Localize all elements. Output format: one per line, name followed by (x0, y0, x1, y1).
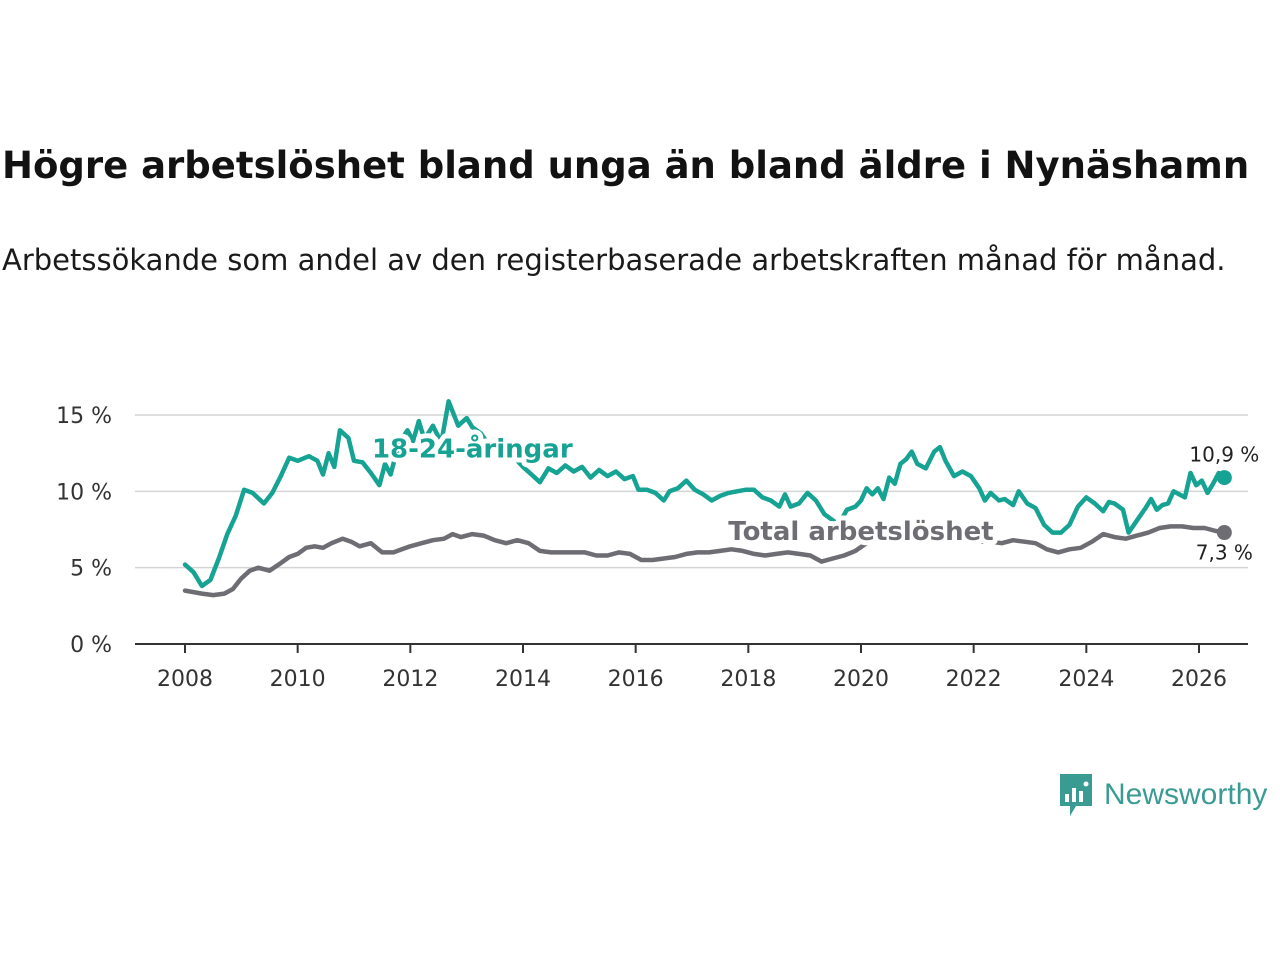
series-line-youth (182, 399, 1227, 589)
chart-subtitle: Arbetssökande som andel av den registerb… (2, 243, 1226, 277)
x-tick-label: 2014 (495, 667, 551, 692)
newsworthy-logo-icon (1060, 774, 1092, 816)
x-tick-label: 2024 (1058, 667, 1114, 692)
series-label-halo: Total arbetslöshet (728, 517, 993, 547)
chart-title: Högre arbetslöshet bland unga än bland ä… (2, 144, 1250, 187)
series-labels: 10,9 %7,3 %18-24-åringar18-24-åringarTot… (367, 428, 1259, 565)
series-label-halo: 18-24-åringar (372, 433, 573, 465)
series-line-total (182, 522, 1227, 598)
brand-logo: Newsworthy (1058, 772, 1267, 818)
x-tick-label: 2010 (270, 667, 326, 692)
axes: 0 % 5 % 10 % 15 % 2008 2010 2012 2014 2016 2018 20… (56, 404, 1248, 692)
brand-name: Newsworthy (1104, 778, 1268, 811)
series-label: 18-24-åringar (372, 433, 573, 465)
x-tick-label: 2020 (833, 667, 889, 692)
x-tick-label: 2008 (157, 667, 213, 692)
end-value-label: 10,9 % (1189, 443, 1259, 467)
x-tick-label: 2018 (720, 667, 776, 692)
x-tick-label: 2022 (946, 667, 1002, 692)
y-tick-label: 15 % (56, 404, 112, 429)
y-tick-label: 10 % (56, 480, 112, 505)
series-lines (182, 399, 1232, 598)
x-tick-label: 2026 (1171, 667, 1227, 692)
gridlines (135, 414, 1248, 569)
end-value-label: 7,3 % (1196, 541, 1253, 565)
end-point-marker (1216, 525, 1232, 541)
series-label: Total arbetslöshet (728, 517, 993, 547)
x-tick-label: 2012 (382, 667, 438, 692)
y-tick-label: 5 % (70, 557, 112, 582)
y-tick-label: 0 % (70, 633, 112, 658)
x-tick-label: 2016 (608, 667, 664, 692)
end-point-marker (1216, 470, 1232, 486)
